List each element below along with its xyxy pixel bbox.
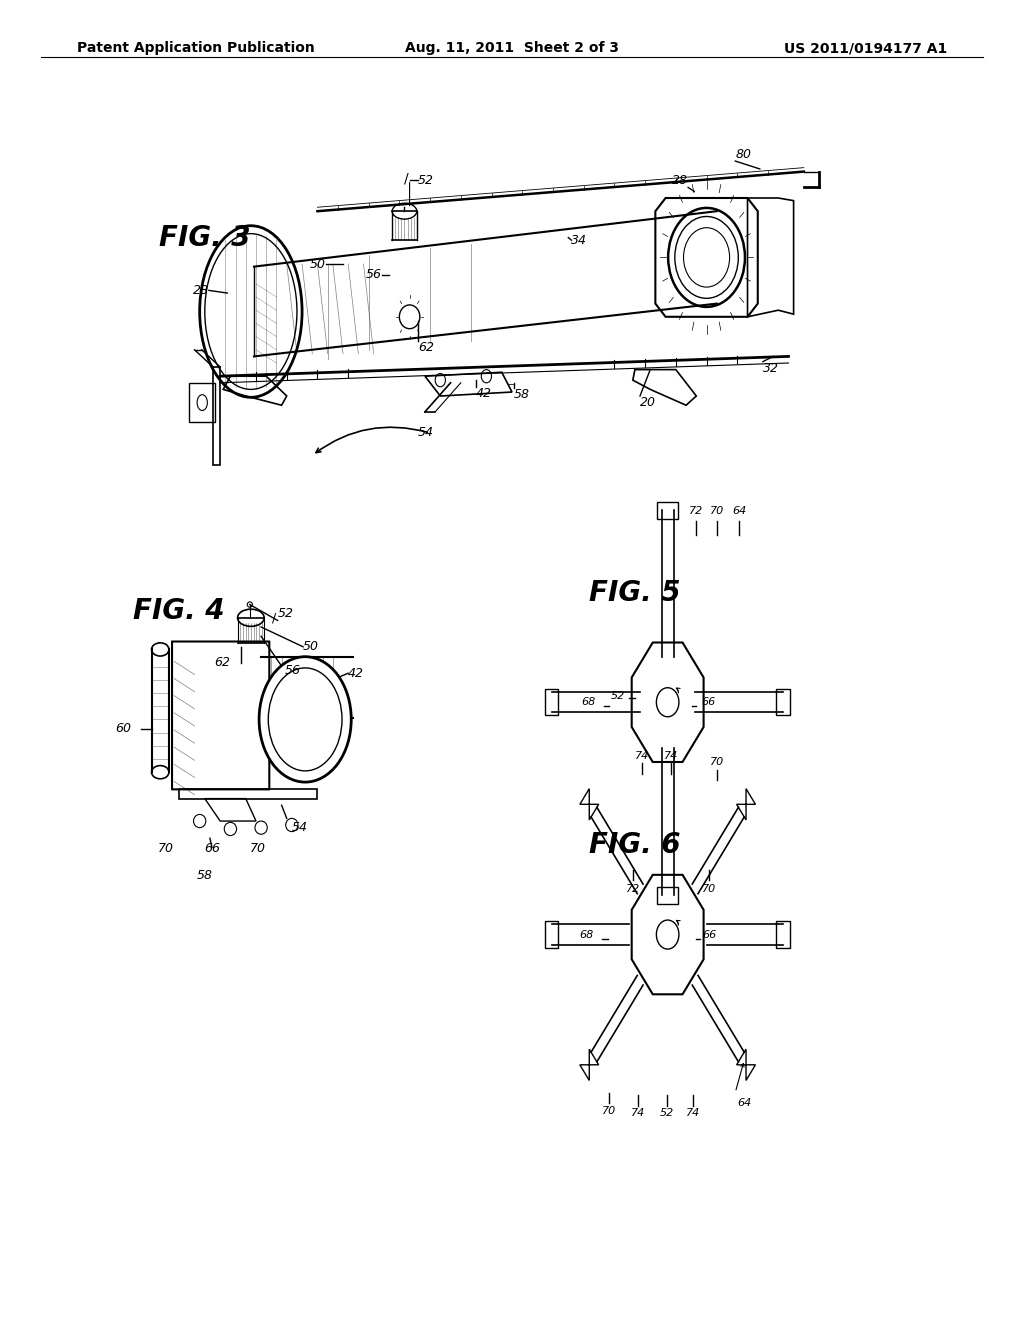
Text: 70: 70 [602,1106,616,1115]
Bar [776,689,790,715]
Text: 50: 50 [303,640,319,653]
Text: 34: 34 [571,234,588,247]
Text: 72: 72 [689,506,703,516]
Text: 54: 54 [292,821,308,834]
Text: 70: 70 [710,506,724,516]
Text: 80: 80 [735,148,752,161]
Text: Aug. 11, 2011  Sheet 2 of 3: Aug. 11, 2011 Sheet 2 of 3 [406,41,618,55]
Text: 56: 56 [366,268,382,281]
FancyArrowPatch shape [677,920,680,925]
Bar [545,921,558,948]
Text: Patent Application Publication: Patent Application Publication [77,41,314,55]
FancyArrowPatch shape [316,428,427,453]
Text: 74: 74 [664,751,678,760]
Text: FIG. 5: FIG. 5 [589,578,680,607]
FancyArrowPatch shape [677,688,680,693]
Text: 74: 74 [631,1109,645,1118]
Text: 60: 60 [115,722,131,735]
Text: /: / [272,611,276,624]
FancyArrowPatch shape [736,1064,744,1090]
Text: 70: 70 [250,842,266,855]
Text: 66: 66 [204,842,220,855]
Text: 64: 64 [737,1098,752,1107]
Text: 58: 58 [197,869,213,882]
Text: 74: 74 [635,751,649,760]
Text: 68: 68 [582,697,596,708]
Text: FIG. 6: FIG. 6 [589,830,680,859]
Text: 66: 66 [702,929,717,940]
Text: /: / [404,172,409,185]
Text: 70: 70 [701,884,716,895]
Text: 58: 58 [514,388,530,401]
Text: 52: 52 [278,607,294,620]
Bar [776,921,790,948]
Text: 20: 20 [640,396,656,409]
Text: 72: 72 [626,884,640,895]
Text: US 2011/0194177 A1: US 2011/0194177 A1 [784,41,947,55]
Bar [657,887,678,904]
Text: 52: 52 [659,1109,674,1118]
Text: 54: 54 [418,426,434,440]
Bar [189,383,215,422]
Text: 62: 62 [214,656,230,669]
Text: −: − [508,380,514,389]
Text: 32: 32 [763,362,779,375]
Text: 68: 68 [580,929,594,940]
Text: 50: 50 [309,257,326,271]
Text: 66: 66 [701,697,716,708]
Bar [657,502,678,519]
Text: 56: 56 [285,664,301,677]
Ellipse shape [259,656,351,781]
Text: 62: 62 [418,341,434,354]
Text: 52: 52 [610,690,625,701]
Bar [545,689,558,715]
Text: FIG. 3: FIG. 3 [159,223,250,252]
Text: 74: 74 [686,1109,700,1118]
Text: 70: 70 [158,842,174,855]
Text: 64: 64 [732,506,746,516]
Text: 28: 28 [672,174,688,187]
Text: 52: 52 [418,174,434,187]
Text: 42: 42 [476,387,493,400]
Text: 42: 42 [348,667,365,680]
Text: 70: 70 [710,758,724,767]
Text: FIG. 4: FIG. 4 [133,597,224,626]
Text: 28: 28 [193,284,209,297]
